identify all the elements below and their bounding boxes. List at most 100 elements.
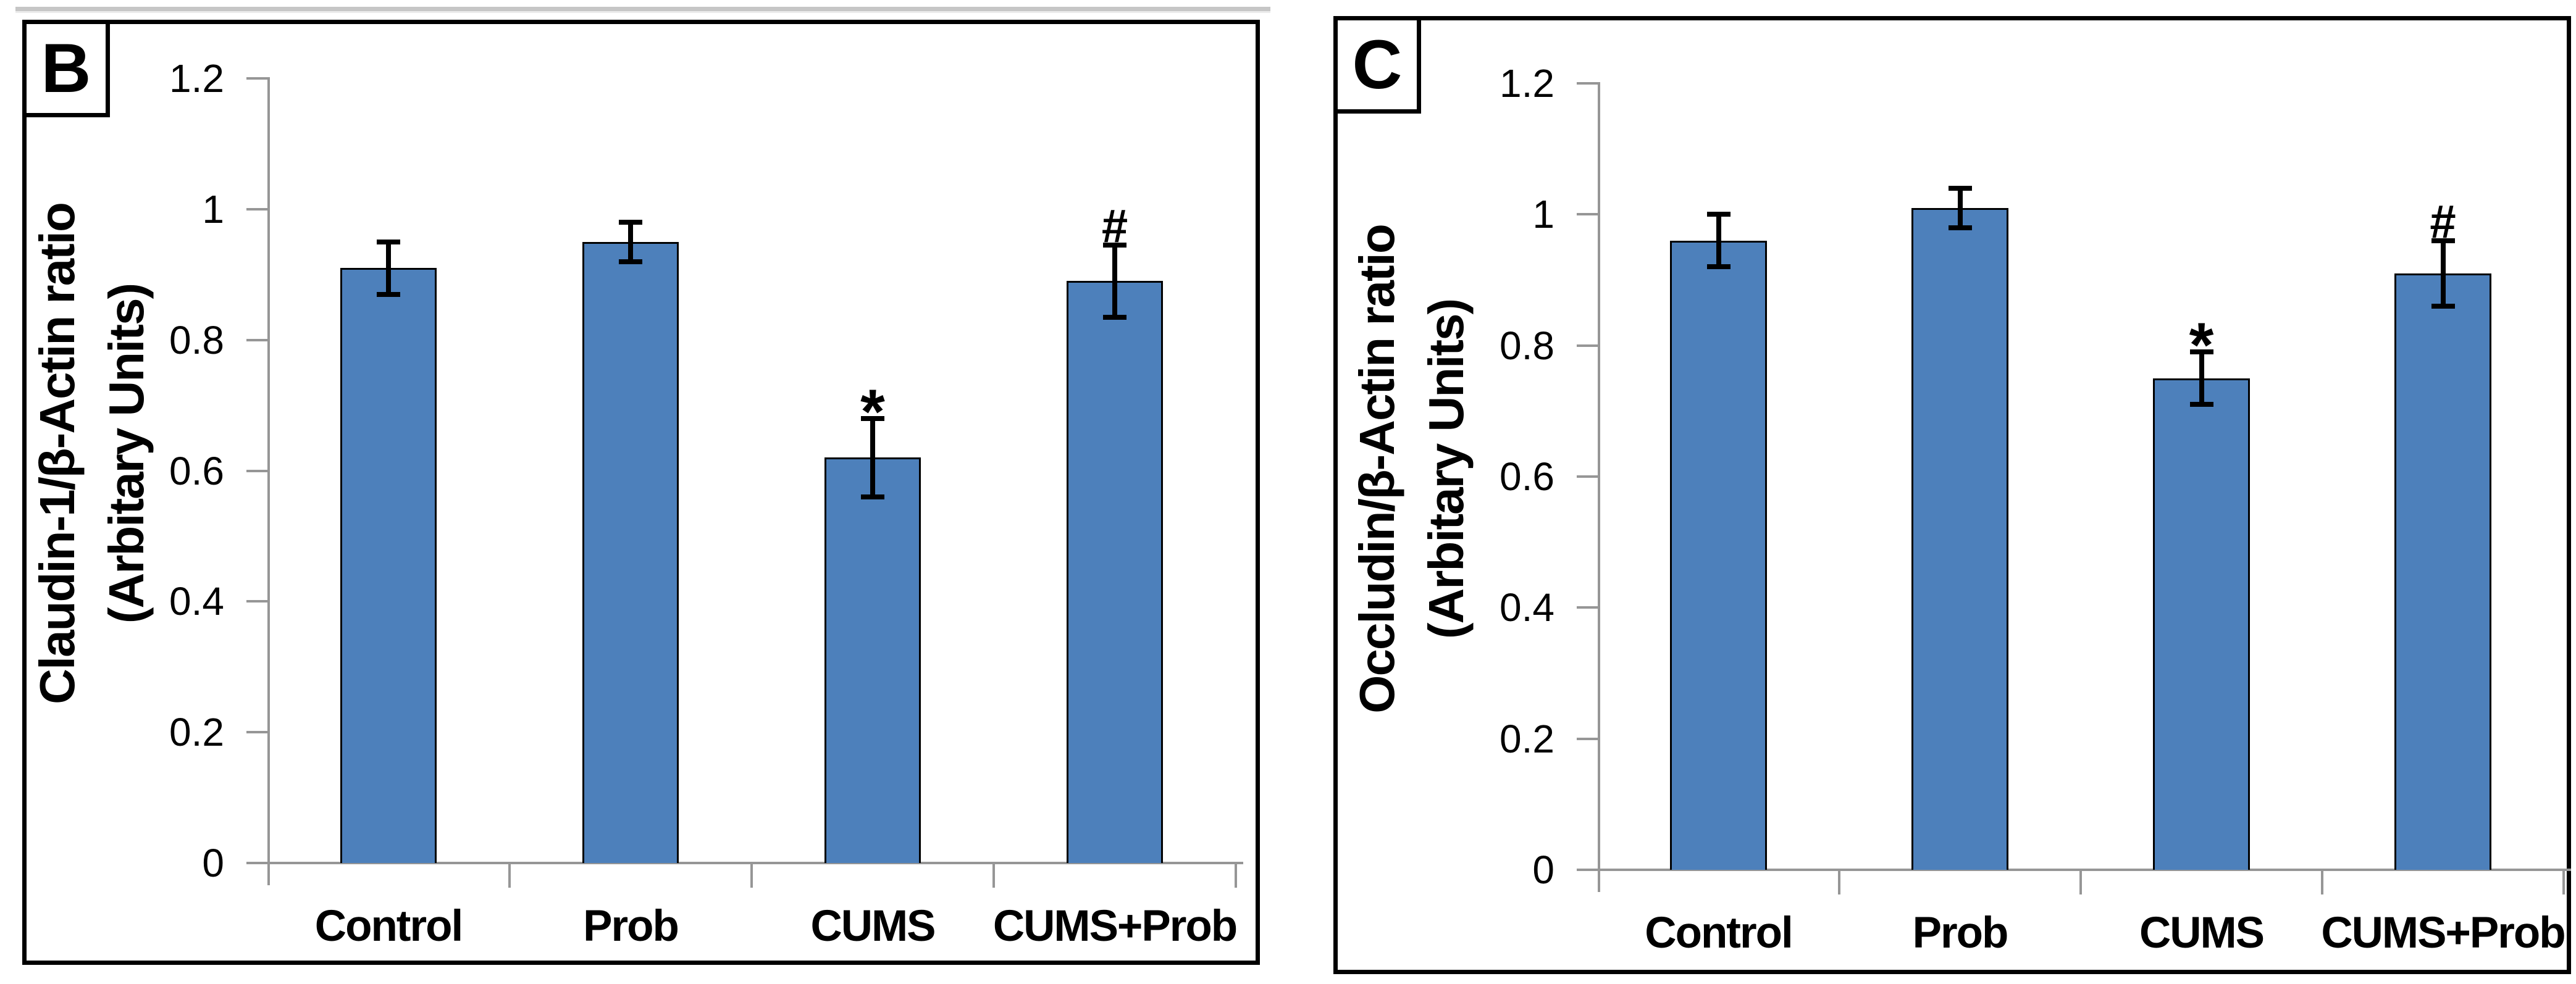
y-tick-mark <box>246 338 267 341</box>
x-category-label: Control <box>1645 909 1793 957</box>
y-axis-line <box>267 77 270 885</box>
y-axis-title-B: Claudin-1/β-Actin ratio (Arbitary Units) <box>23 59 161 849</box>
y-tick-mark <box>246 600 267 603</box>
significance-marker: * <box>860 376 885 447</box>
y-axis-line <box>1598 82 1600 892</box>
x-tick-mark <box>2079 870 2082 894</box>
plot-area-B: 0 0.2 0.4 0.6 0.8 1 1.2 Control Prob * CUMS # CUMS+P… <box>169 57 1243 951</box>
x-category-label: Control <box>314 902 463 951</box>
y-axis-title-line1: Claudin-1/β-Actin ratio <box>30 203 85 704</box>
x-tick-mark <box>508 863 511 888</box>
y-tick-mark <box>1577 475 1598 478</box>
x-tick-mark <box>2321 870 2323 894</box>
error-bar <box>628 222 633 262</box>
y-tick-mark <box>246 469 267 472</box>
error-bar-cap-bottom <box>2189 402 2213 407</box>
y-tick-mark <box>246 77 267 80</box>
error-bar <box>870 418 875 497</box>
error-bar <box>1957 188 1963 228</box>
bar-prob <box>582 241 679 863</box>
x-category-label: Prob <box>583 902 679 951</box>
bar-control <box>340 268 437 863</box>
x-category-label: CUMS+Prob <box>2321 909 2566 957</box>
error-bar-cap-bottom <box>1948 225 1972 230</box>
panel-B: B Claudin-1/β-Actin ratio (Arbitary Unit… <box>22 20 1260 965</box>
error-bar-cap-bottom <box>2431 303 2455 309</box>
y-tick-label: 0.2 <box>169 710 224 755</box>
y-tick-mark <box>246 862 267 864</box>
y-tick-mark <box>246 207 267 211</box>
y-tick-label: 0.4 <box>1500 585 1554 630</box>
error-bar-cap-top <box>2431 238 2455 243</box>
y-tick-mark <box>1577 606 1598 609</box>
bar-prob <box>1911 207 2008 870</box>
y-tick-label: 0.6 <box>1500 454 1554 499</box>
panel-label-box-C: C <box>1333 16 1421 114</box>
error-bar-cap-top <box>1103 243 1126 248</box>
error-bar-cap-bottom <box>619 259 642 264</box>
y-tick-mark <box>1577 213 1598 216</box>
error-bar-cap-top <box>619 220 642 225</box>
panel-label-box-B: B <box>22 20 110 117</box>
y-axis-title-line1: Occludin/β-Actin ratio <box>1349 225 1404 714</box>
y-tick-label: 0 <box>1532 848 1554 892</box>
panel-letter: C <box>1352 26 1403 103</box>
x-tick-mark <box>2562 870 2565 894</box>
y-tick-mark <box>246 731 267 734</box>
significance-marker: # <box>1101 200 1128 253</box>
x-tick-mark <box>750 863 753 888</box>
y-tick-label: 1.2 <box>1500 61 1554 106</box>
y-tick-label: 0.8 <box>169 317 224 362</box>
significance-marker: # <box>2430 195 2456 248</box>
top-gray-strip <box>15 7 1270 13</box>
error-bar-cap-bottom <box>377 291 400 297</box>
error-bar-cap-bottom <box>861 494 884 499</box>
x-tick-mark <box>992 863 995 888</box>
y-tick-label: 0 <box>202 841 224 885</box>
significance-marker: * <box>2189 310 2214 381</box>
error-bar-cap-top <box>377 239 400 244</box>
y-tick-label: 1.2 <box>169 56 224 101</box>
error-bar <box>2440 240 2446 306</box>
error-bar-cap-bottom <box>1103 314 1126 320</box>
error-bar-cap-bottom <box>1706 264 1731 270</box>
x-category-label: CUMS+Prob <box>992 902 1238 951</box>
y-tick-label: 0.2 <box>1500 716 1554 761</box>
x-axis-line <box>255 862 1243 864</box>
error-bar-cap-top <box>1948 185 1972 191</box>
x-tick-mark <box>1235 863 1237 888</box>
error-bar <box>1716 214 1721 267</box>
error-bar <box>386 241 391 294</box>
y-tick-mark <box>1577 344 1598 347</box>
error-bar <box>2199 352 2204 405</box>
y-tick-label: 1 <box>1532 192 1554 237</box>
y-tick-label: 0.8 <box>1500 323 1554 368</box>
y-tick-label: 0.4 <box>169 579 224 624</box>
bar-cums-prob <box>2394 273 2491 870</box>
x-category-label: CUMS <box>810 902 936 951</box>
y-tick-label: 0.6 <box>169 448 224 493</box>
error-bar-cap-top <box>861 415 884 421</box>
error-bar-cap-top <box>2189 349 2213 355</box>
plot-area-C: 0 0.2 0.4 0.6 0.8 1 1.2 Control Prob * CUMS # CUMS+P… <box>1500 62 2571 957</box>
x-tick-mark <box>1838 870 1840 894</box>
y-axis-title-line2: (Arbitary Units) <box>1419 299 1474 640</box>
x-category-label: CUMS <box>2139 909 2265 957</box>
y-tick-mark <box>1577 737 1598 740</box>
y-axis-title-line2: (Arbitary Units) <box>99 283 154 624</box>
bar-cums <box>2153 378 2250 870</box>
y-tick-label: 1 <box>202 186 224 231</box>
bar-control <box>1670 240 1767 870</box>
y-tick-mark <box>1577 82 1598 85</box>
panel-C: C Occludin/β-Actin ratio (Arbitary Units… <box>1333 16 2571 974</box>
x-category-label: Prob <box>1912 909 2009 957</box>
panel-letter: B <box>41 30 91 107</box>
bar-cums-prob <box>1066 281 1164 863</box>
error-bar <box>1112 245 1117 317</box>
y-tick-mark <box>1577 869 1598 871</box>
error-bar-cap-top <box>1706 212 1731 217</box>
x-axis-line <box>1585 869 2571 871</box>
bar-cums <box>824 457 921 863</box>
y-axis-title-C: Occludin/β-Actin ratio (Arbitary Units) <box>1343 74 1481 864</box>
